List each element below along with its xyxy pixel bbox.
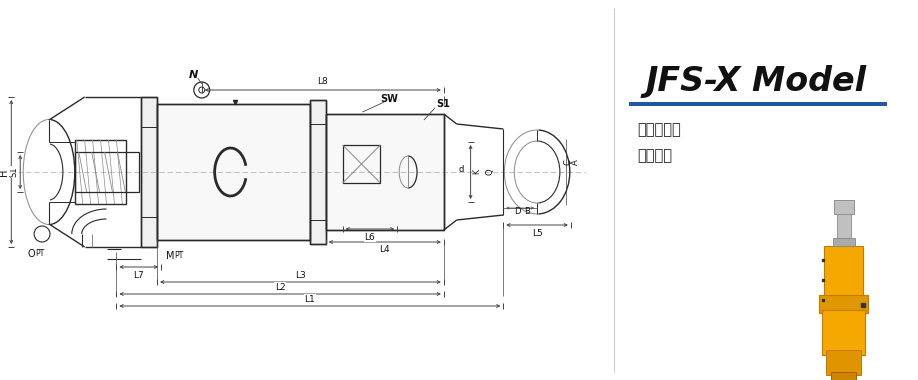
Bar <box>326 114 443 230</box>
Bar <box>157 104 310 240</box>
Bar <box>342 145 380 183</box>
Bar <box>141 97 157 247</box>
Bar <box>630 102 888 106</box>
Text: L6: L6 <box>364 233 375 242</box>
Text: L5: L5 <box>532 228 543 238</box>
Text: Q: Q <box>486 169 495 175</box>
Bar <box>310 100 326 244</box>
Text: C: C <box>564 159 572 165</box>
Text: D: D <box>514 207 521 217</box>
Text: M: M <box>166 251 174 261</box>
Text: 螺纹连接: 螺纹连接 <box>637 148 672 163</box>
Bar <box>74 140 127 204</box>
Bar <box>819 295 868 313</box>
Bar <box>141 97 157 247</box>
Bar <box>823 246 864 301</box>
Text: L2: L2 <box>274 282 285 291</box>
Bar <box>310 100 326 244</box>
Text: A: A <box>571 159 580 165</box>
Bar <box>826 350 861 375</box>
Text: L3: L3 <box>295 271 306 280</box>
Text: L4: L4 <box>379 245 390 255</box>
Text: S1: S1 <box>10 167 18 177</box>
Bar <box>833 238 855 246</box>
Text: PT: PT <box>35 250 44 258</box>
Text: d: d <box>458 166 464 174</box>
Text: S1: S1 <box>436 99 450 109</box>
Text: 内管固定式: 内管固定式 <box>637 122 681 137</box>
Bar <box>834 200 854 214</box>
Bar <box>74 152 140 192</box>
Bar <box>831 372 856 380</box>
Bar <box>836 214 851 238</box>
Text: L1: L1 <box>305 294 315 304</box>
Text: N: N <box>189 70 198 80</box>
Text: L7: L7 <box>133 271 144 280</box>
Text: JFS-X Model: JFS-X Model <box>645 65 867 98</box>
Text: H: H <box>0 168 9 176</box>
Bar <box>326 114 443 230</box>
Bar <box>157 104 310 240</box>
Text: SW: SW <box>380 94 398 104</box>
Bar <box>822 310 866 355</box>
Text: PT: PT <box>174 252 184 261</box>
Text: O: O <box>28 249 35 259</box>
Text: L8: L8 <box>318 78 328 87</box>
Text: K: K <box>472 169 481 174</box>
Text: B: B <box>524 207 530 217</box>
